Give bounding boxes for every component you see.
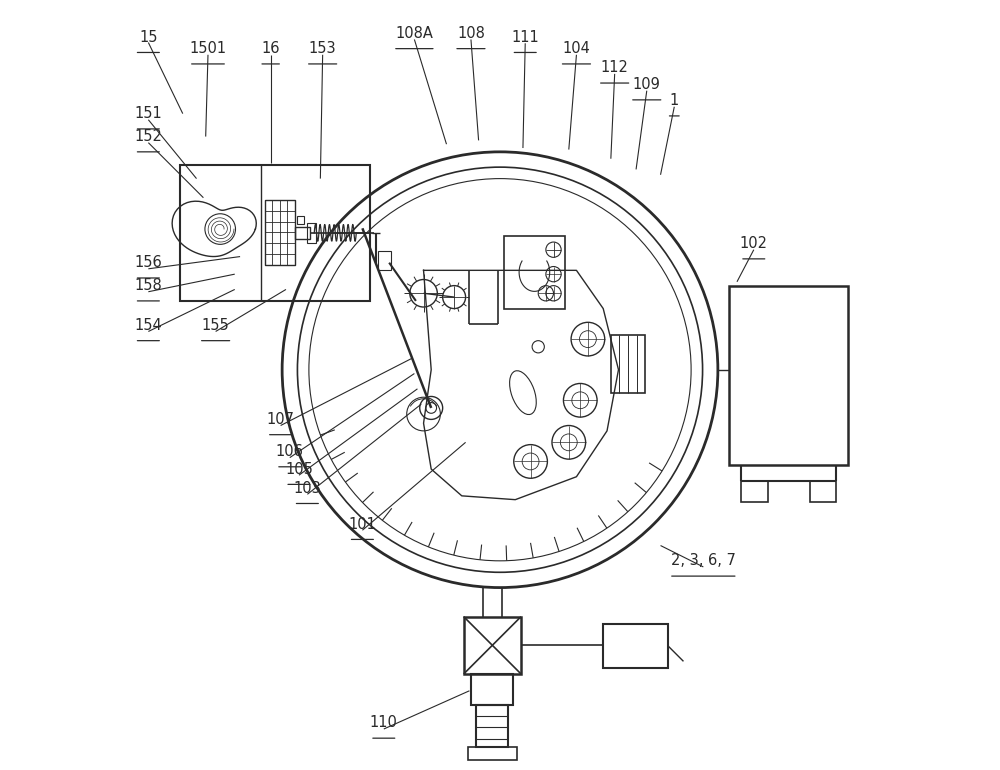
Text: 158: 158	[134, 278, 162, 293]
Text: 108: 108	[457, 26, 485, 41]
Text: 110: 110	[370, 715, 398, 731]
Text: 103: 103	[293, 480, 321, 496]
Text: 152: 152	[134, 129, 162, 144]
Text: 2, 3, 6, 7: 2, 3, 6, 7	[671, 554, 736, 568]
Text: 101: 101	[348, 517, 376, 531]
Bar	[295, 226, 310, 239]
Text: 155: 155	[202, 318, 230, 333]
Bar	[603, 624, 668, 668]
Text: 111: 111	[511, 30, 539, 45]
Bar	[180, 165, 370, 301]
Text: 1501: 1501	[189, 41, 227, 56]
Bar	[810, 480, 836, 502]
Text: 105: 105	[285, 461, 313, 477]
Text: 16: 16	[261, 41, 280, 56]
Bar	[611, 335, 645, 393]
Text: 151: 151	[134, 106, 162, 121]
Text: 1: 1	[670, 93, 679, 108]
Bar	[741, 480, 768, 502]
Bar	[504, 236, 565, 309]
Text: 156: 156	[134, 255, 162, 270]
Text: 102: 102	[740, 236, 768, 251]
Bar	[476, 705, 508, 747]
Text: 15: 15	[139, 30, 158, 45]
Bar	[297, 216, 304, 224]
Text: 153: 153	[309, 41, 336, 56]
Text: 108A: 108A	[395, 26, 433, 41]
Text: 104: 104	[563, 41, 590, 56]
Bar	[729, 286, 848, 465]
Text: 112: 112	[601, 60, 629, 75]
Bar	[471, 674, 513, 705]
Text: 107: 107	[267, 412, 295, 427]
Bar	[468, 747, 517, 760]
Bar	[464, 617, 521, 674]
Bar	[378, 251, 391, 270]
Text: 109: 109	[633, 77, 661, 92]
Text: 154: 154	[134, 318, 162, 333]
Bar	[307, 223, 316, 243]
Bar	[265, 200, 295, 265]
Text: 106: 106	[276, 444, 304, 459]
